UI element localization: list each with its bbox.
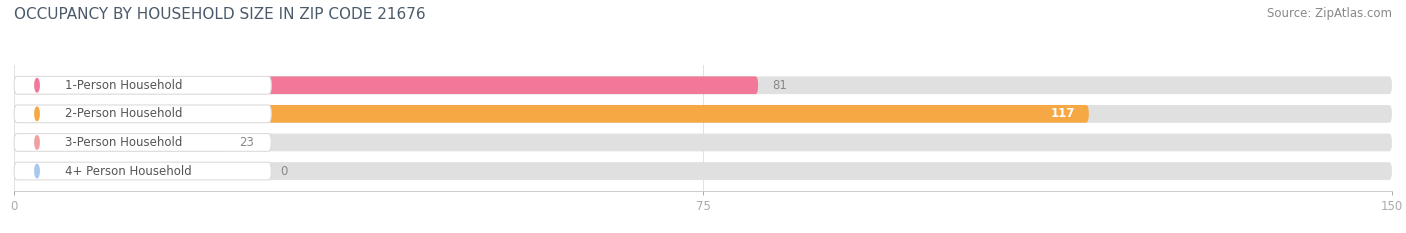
Text: OCCUPANCY BY HOUSEHOLD SIZE IN ZIP CODE 21676: OCCUPANCY BY HOUSEHOLD SIZE IN ZIP CODE …	[14, 7, 426, 22]
Text: 0: 0	[280, 164, 288, 178]
Text: 4+ Person Household: 4+ Person Household	[65, 164, 191, 178]
Text: 3-Person Household: 3-Person Household	[65, 136, 181, 149]
Text: 1-Person Household: 1-Person Household	[65, 79, 183, 92]
FancyBboxPatch shape	[14, 134, 225, 151]
Circle shape	[35, 107, 39, 121]
FancyBboxPatch shape	[14, 76, 1392, 94]
FancyBboxPatch shape	[14, 162, 271, 180]
Text: 117: 117	[1050, 107, 1076, 120]
Text: 23: 23	[239, 136, 254, 149]
FancyBboxPatch shape	[14, 134, 1392, 151]
FancyBboxPatch shape	[14, 76, 271, 94]
Text: 2-Person Household: 2-Person Household	[65, 107, 183, 120]
Circle shape	[35, 136, 39, 149]
Text: 81: 81	[772, 79, 787, 92]
FancyBboxPatch shape	[14, 105, 271, 123]
FancyBboxPatch shape	[14, 105, 1392, 123]
Text: Source: ZipAtlas.com: Source: ZipAtlas.com	[1267, 7, 1392, 20]
Circle shape	[35, 164, 39, 178]
FancyBboxPatch shape	[14, 105, 1088, 123]
FancyBboxPatch shape	[14, 134, 271, 151]
FancyBboxPatch shape	[14, 76, 758, 94]
FancyBboxPatch shape	[14, 162, 1392, 180]
Circle shape	[35, 79, 39, 92]
